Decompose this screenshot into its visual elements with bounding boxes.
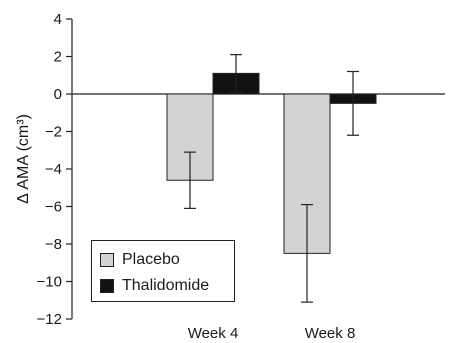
y-tick-label: 4 (54, 11, 62, 28)
y-tick-label: −10 (37, 274, 62, 291)
y-axis-label: Δ AMA (cm³) (15, 114, 32, 204)
legend: Placebo Thalidomide (91, 240, 235, 302)
x-category-label: Week 8 (305, 325, 356, 342)
y-tick-label: −12 (37, 311, 62, 328)
x-category-label: Week 4 (188, 325, 239, 342)
y-tick-label: 2 (54, 49, 62, 66)
legend-item-placebo: Placebo (100, 250, 180, 270)
legend-swatch-placebo (100, 253, 114, 267)
legend-label-placebo: Placebo (122, 251, 180, 268)
legend-item-thalidomide: Thalidomide (100, 276, 209, 296)
y-tick-label: −2 (45, 124, 62, 141)
legend-label-thalidomide: Thalidomide (122, 277, 210, 294)
legend-swatch-thalidomide (100, 279, 114, 293)
y-tick-label: −4 (45, 161, 62, 178)
y-tick-label: −8 (45, 236, 62, 253)
y-tick-label: 0 (54, 86, 62, 103)
y-tick-label: −6 (45, 199, 62, 216)
